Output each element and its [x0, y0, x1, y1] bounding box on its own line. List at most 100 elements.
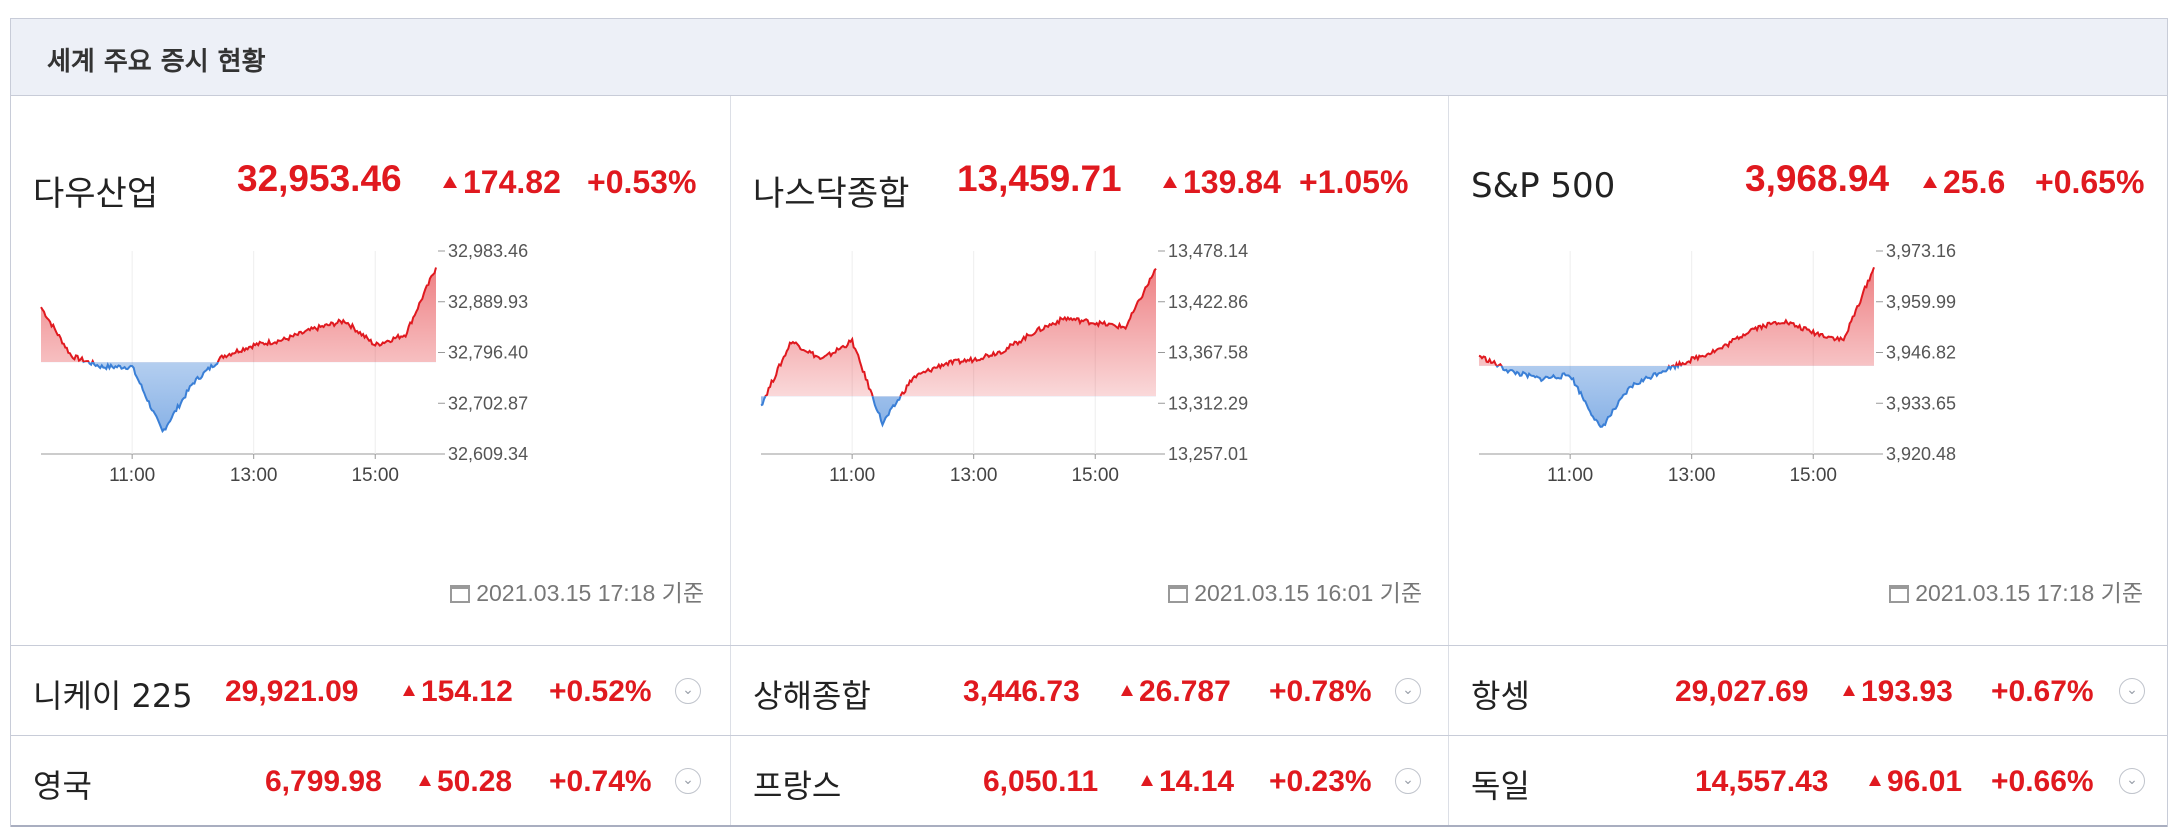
chevron-down-icon[interactable]: ⌄	[2119, 768, 2145, 794]
market-change: 26.787	[1121, 675, 1231, 709]
index-percent: +1.05%	[1299, 164, 1409, 200]
up-arrow-icon	[1163, 175, 1177, 188]
x-tick-label: 13:00	[1668, 465, 1716, 486]
panel-bottom-border	[11, 825, 2167, 827]
up-arrow-icon	[419, 774, 431, 786]
market-name[interactable]: 항셍	[1471, 677, 1530, 715]
index-value: 32,953.46	[237, 158, 402, 199]
index-change: 139.84	[1163, 164, 1281, 201]
y-tick-label: 32,796.40	[448, 343, 528, 363]
y-tick-label: 3,933.65	[1886, 393, 1956, 413]
calendar-icon	[1889, 585, 1910, 603]
market-row-germany[interactable]: 독일 14,557.43 96.01 +0.66% ⌄	[1449, 737, 2169, 823]
x-tick-label: 11:00	[829, 465, 875, 486]
market-value: 6,050.11	[983, 765, 1099, 798]
y-tick-label: 32,889.93	[448, 292, 528, 312]
market-name[interactable]: 독일	[1471, 767, 1530, 805]
series-line-up	[40, 267, 437, 363]
market-percent: +0.78%	[1269, 675, 1372, 708]
chevron-down-icon[interactable]: ⌄	[675, 768, 701, 794]
up-arrow-icon	[1869, 774, 1881, 786]
market-name[interactable]: 상해종합	[753, 677, 871, 715]
up-arrow-icon	[443, 175, 457, 188]
index-name[interactable]: 다우산업	[33, 174, 159, 214]
up-arrow-icon	[1121, 684, 1133, 696]
index-name[interactable]: 나스닥종합	[753, 174, 910, 214]
market-change: 14.14	[1141, 765, 1234, 799]
market-value: 14,557.43	[1695, 765, 1829, 798]
market-percent: +0.67%	[1991, 675, 2094, 708]
x-tick-label: 11:00	[109, 465, 155, 486]
column-divider	[730, 96, 731, 826]
y-tick-label: 13,478.14	[1168, 241, 1248, 261]
series-line-down	[78, 362, 219, 434]
y-tick-label: 3,959.99	[1886, 292, 1956, 312]
row-divider	[11, 735, 2167, 736]
market-name[interactable]: 니케이 225	[33, 677, 193, 715]
index-card-sp500[interactable]: S&P 500 3,968.94 25.6 +0.65% 3,973.16 3,9…	[1449, 96, 2169, 644]
y-tick-label: 3,946.82	[1886, 343, 1956, 363]
y-tick-label: 32,702.87	[448, 393, 528, 413]
x-tick-label: 13:00	[230, 465, 278, 486]
market-change: 96.01	[1869, 765, 1962, 799]
up-arrow-icon	[1141, 774, 1153, 786]
world-stock-market-panel: 세계 주요 증시 현황 다우산업 32,953.46 174.82 +0.53%…	[10, 18, 2168, 827]
market-name[interactable]: 영국	[33, 767, 92, 805]
timestamp: 2021.03.15 17:18 기준	[1889, 574, 2143, 608]
x-tick-label: 15:00	[1789, 465, 1837, 486]
market-change: 50.28	[419, 765, 512, 799]
market-row-france[interactable]: 프랑스 6,050.11 14.14 +0.23% ⌄	[731, 737, 1448, 823]
calendar-icon	[450, 585, 471, 603]
market-value: 6,799.98	[265, 765, 382, 798]
market-percent: +0.74%	[549, 765, 652, 798]
market-percent: +0.23%	[1269, 765, 1372, 798]
market-name[interactable]: 프랑스	[753, 767, 842, 805]
market-row-uk[interactable]: 영국 6,799.98 50.28 +0.74% ⌄	[11, 737, 730, 823]
row-divider	[11, 645, 2167, 646]
index-percent: +0.53%	[587, 164, 697, 200]
x-tick-label: 13:00	[950, 465, 998, 486]
timestamp: 2021.03.15 17:18 기준	[450, 574, 704, 608]
index-change: 25.6	[1923, 164, 2005, 201]
market-value: 29,921.09	[225, 675, 359, 708]
y-tick-label: 32,983.46	[448, 241, 528, 261]
up-area	[1479, 267, 1874, 366]
chevron-down-icon[interactable]: ⌄	[1395, 768, 1421, 794]
chevron-down-icon[interactable]: ⌄	[1395, 678, 1421, 704]
up-arrow-icon	[1843, 684, 1855, 696]
index-card-nasdaq[interactable]: 나스닥종합 13,459.71 139.84 +1.05% 13,478.14 1…	[731, 96, 1448, 644]
index-name[interactable]: S&P 500	[1471, 166, 1616, 206]
timestamp: 2021.03.15 16:01 기준	[1168, 574, 1422, 608]
calendar-icon	[1168, 585, 1189, 603]
index-value: 13,459.71	[957, 158, 1122, 199]
index-card-dow[interactable]: 다우산업 32,953.46 174.82 +0.53% 32,983.46 32…	[11, 96, 730, 644]
series-line-up	[1478, 266, 1875, 366]
x-tick-label: 15:00	[1071, 465, 1119, 486]
up-arrow-icon	[1923, 175, 1937, 188]
market-percent: +0.66%	[1991, 765, 2094, 798]
panel-header: 세계 주요 증시 현황	[11, 19, 2167, 96]
y-tick-label: 3,920.48	[1886, 444, 1956, 464]
intraday-chart[interactable]: 3,973.16 3,959.99 3,946.82 3,933.65 3,920.48…	[1449, 236, 2169, 536]
y-tick-label: 13,257.01	[1168, 444, 1248, 464]
y-tick-label: 13,312.29	[1168, 393, 1248, 413]
panel-title: 세계 주요 증시 현황	[47, 47, 266, 77]
market-row-nikkei[interactable]: 니케이 225 29,921.09 154.12 +0.52% ⌄	[11, 647, 730, 733]
series-line-down	[1495, 365, 1682, 428]
up-area	[765, 268, 1156, 397]
x-tick-label: 15:00	[351, 465, 399, 486]
market-value: 3,446.73	[963, 675, 1080, 708]
index-change: 174.82	[443, 164, 561, 201]
down-area	[41, 362, 436, 432]
market-row-shanghai[interactable]: 상해종합 3,446.73 26.787 +0.78% ⌄	[731, 647, 1448, 733]
series-line-up	[764, 267, 1157, 397]
chevron-down-icon[interactable]: ⌄	[2119, 678, 2145, 704]
index-percent: +0.65%	[2035, 164, 2145, 200]
intraday-chart[interactable]: 32,983.46 32,889.93 32,796.40 32,702.87 32,6…	[11, 236, 730, 536]
market-percent: +0.52%	[549, 675, 652, 708]
y-tick-label: 13,422.86	[1168, 292, 1248, 312]
chevron-down-icon[interactable]: ⌄	[675, 678, 701, 704]
up-arrow-icon	[403, 684, 415, 696]
market-row-hangseng[interactable]: 항셍 29,027.69 193.93 +0.67% ⌄	[1449, 647, 2169, 733]
intraday-chart[interactable]: 13,478.14 13,422.86 13,367.58 13,312.29 13,2…	[731, 236, 1448, 536]
